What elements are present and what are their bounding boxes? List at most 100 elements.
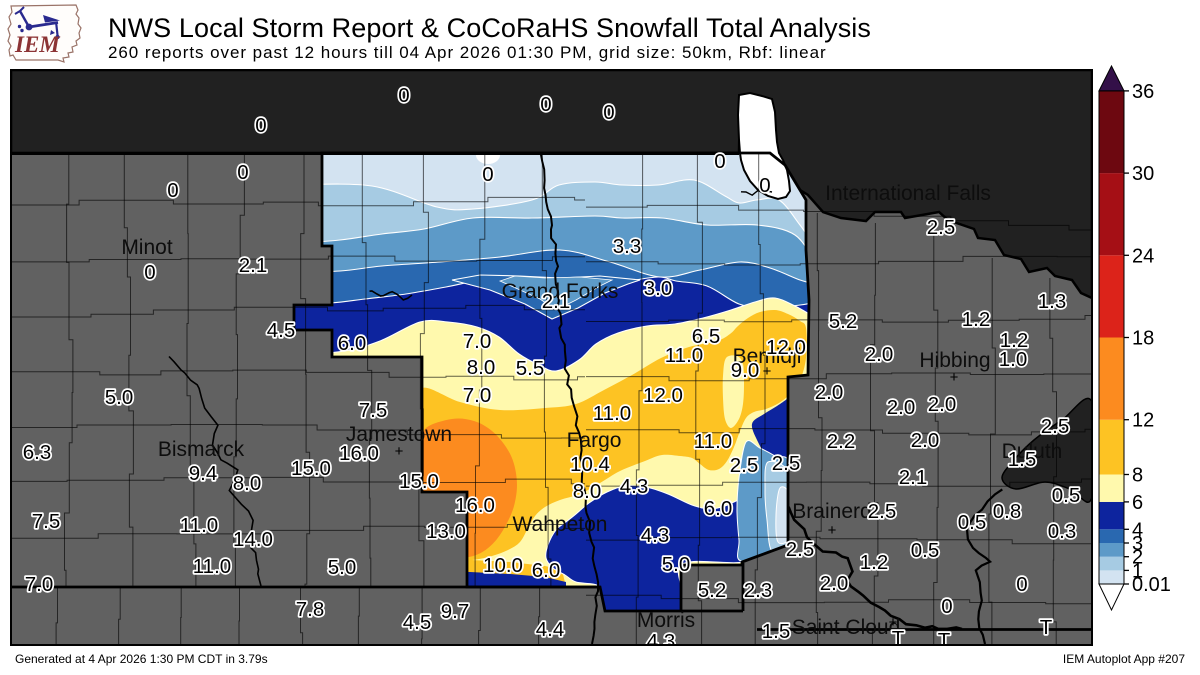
svg-text:9.4: 9.4 bbox=[189, 462, 218, 485]
svg-text:3.3: 3.3 bbox=[613, 235, 642, 258]
svg-text:Fargo: Fargo bbox=[567, 429, 622, 452]
svg-text:Hibbing: Hibbing bbox=[919, 349, 990, 372]
svg-text:2.5: 2.5 bbox=[868, 500, 897, 523]
svg-text:4: 4 bbox=[1132, 519, 1143, 541]
svg-text:Saint Cloud: Saint Cloud bbox=[792, 616, 901, 639]
svg-text:5.0: 5.0 bbox=[105, 386, 134, 409]
svg-text:5.2: 5.2 bbox=[829, 310, 858, 333]
svg-text:2.5: 2.5 bbox=[786, 538, 815, 561]
svg-text:4.3: 4.3 bbox=[641, 524, 670, 547]
svg-text:Wahpeton: Wahpeton bbox=[513, 513, 608, 536]
svg-text:14.0: 14.0 bbox=[233, 528, 273, 551]
svg-text:5.0: 5.0 bbox=[328, 556, 357, 579]
svg-text:+: + bbox=[763, 363, 772, 380]
svg-text:T: T bbox=[1040, 616, 1053, 639]
svg-text:2.5: 2.5 bbox=[927, 216, 956, 239]
svg-text:7.5: 7.5 bbox=[32, 510, 61, 533]
svg-text:4.4: 4.4 bbox=[536, 618, 565, 641]
svg-text:1: 1 bbox=[1132, 560, 1143, 582]
svg-text:5.0: 5.0 bbox=[662, 553, 691, 576]
svg-text:2.0: 2.0 bbox=[815, 381, 844, 404]
svg-text:0: 0 bbox=[255, 114, 266, 137]
svg-text:Generated at 4 Apr 2026 1:30 P: Generated at 4 Apr 2026 1:30 PM CDT in 3… bbox=[15, 652, 268, 666]
svg-text:Bismarck: Bismarck bbox=[158, 438, 245, 461]
svg-text:0.3: 0.3 bbox=[1048, 520, 1077, 543]
svg-text:2.3: 2.3 bbox=[744, 579, 773, 602]
svg-text:Grand Forks: Grand Forks bbox=[502, 280, 619, 303]
svg-text:11.0: 11.0 bbox=[694, 430, 732, 453]
svg-text:2.1: 2.1 bbox=[899, 466, 928, 489]
svg-text:15.0: 15.0 bbox=[291, 457, 331, 480]
svg-text:0: 0 bbox=[941, 595, 952, 618]
svg-text:6.0: 6.0 bbox=[338, 332, 367, 355]
svg-text:1.3: 1.3 bbox=[1038, 290, 1067, 313]
svg-text:1.0: 1.0 bbox=[999, 348, 1028, 371]
svg-text:260 reports over past 12 hours: 260 reports over past 12 hours till 04 A… bbox=[108, 43, 827, 62]
svg-text:8.0: 8.0 bbox=[573, 480, 602, 503]
svg-text:Brainerd: Brainerd bbox=[792, 500, 871, 523]
svg-text:4.5: 4.5 bbox=[267, 319, 296, 342]
svg-text:0: 0 bbox=[237, 161, 248, 184]
svg-text:7.8: 7.8 bbox=[296, 598, 325, 621]
svg-text:18: 18 bbox=[1132, 328, 1154, 350]
svg-text:5.2: 5.2 bbox=[698, 579, 727, 602]
svg-text:0.5: 0.5 bbox=[958, 511, 987, 534]
svg-text:2.5: 2.5 bbox=[1041, 415, 1070, 438]
svg-text:1.5: 1.5 bbox=[762, 620, 791, 643]
svg-text:0.01: 0.01 bbox=[1132, 574, 1171, 596]
svg-text:2.5: 2.5 bbox=[772, 452, 801, 475]
svg-text:4.3: 4.3 bbox=[647, 630, 676, 653]
svg-text:0: 0 bbox=[167, 179, 178, 202]
svg-text:7.0: 7.0 bbox=[25, 573, 54, 596]
svg-text:7.0: 7.0 bbox=[463, 384, 492, 407]
svg-text:1.5: 1.5 bbox=[1008, 448, 1037, 471]
svg-text:9.7: 9.7 bbox=[441, 600, 470, 623]
svg-text:11.0: 11.0 bbox=[593, 402, 631, 425]
svg-text:12.0: 12.0 bbox=[766, 336, 806, 359]
svg-text:6.3: 6.3 bbox=[23, 441, 52, 464]
svg-text:3.0: 3.0 bbox=[644, 277, 673, 300]
svg-text:6.0: 6.0 bbox=[704, 497, 733, 520]
svg-text:Jamestown: Jamestown bbox=[346, 423, 452, 446]
svg-text:36: 36 bbox=[1132, 81, 1154, 103]
svg-text:15.0: 15.0 bbox=[399, 470, 439, 493]
svg-text:IEM Autoplot App #207: IEM Autoplot App #207 bbox=[1063, 652, 1185, 666]
svg-text:T: T bbox=[938, 629, 951, 652]
svg-text:10.4: 10.4 bbox=[570, 453, 610, 476]
svg-text:8: 8 bbox=[1132, 465, 1143, 487]
svg-text:0.5: 0.5 bbox=[1052, 484, 1081, 507]
svg-text:0: 0 bbox=[603, 101, 614, 124]
svg-text:13.0: 13.0 bbox=[426, 520, 466, 543]
svg-text:1.2: 1.2 bbox=[860, 551, 889, 574]
svg-text:30: 30 bbox=[1132, 163, 1154, 185]
svg-text:16.0: 16.0 bbox=[339, 442, 379, 465]
svg-text:12: 12 bbox=[1132, 410, 1154, 432]
svg-text:24: 24 bbox=[1132, 245, 1154, 267]
svg-text:0: 0 bbox=[398, 84, 409, 107]
svg-text:Morris: Morris bbox=[637, 609, 695, 632]
svg-text:2.0: 2.0 bbox=[911, 429, 940, 452]
svg-text:2.0: 2.0 bbox=[820, 572, 849, 595]
svg-text:Duluth: Duluth bbox=[1002, 440, 1063, 463]
svg-text:4.3: 4.3 bbox=[620, 475, 649, 498]
svg-text:4.5: 4.5 bbox=[403, 611, 432, 634]
svg-text:T: T bbox=[892, 627, 905, 650]
svg-text:2.1: 2.1 bbox=[542, 290, 571, 313]
svg-text:2.2: 2.2 bbox=[827, 430, 856, 453]
svg-text:International Falls: International Falls bbox=[825, 182, 991, 205]
svg-text:6.0: 6.0 bbox=[532, 559, 561, 582]
svg-text:0: 0 bbox=[1016, 573, 1027, 596]
svg-text:1.2: 1.2 bbox=[1000, 329, 1029, 352]
svg-text:Bemidji: Bemidji bbox=[733, 345, 802, 368]
svg-text:5.5: 5.5 bbox=[516, 357, 545, 380]
svg-text:7.5: 7.5 bbox=[359, 399, 388, 422]
svg-text:2.0: 2.0 bbox=[865, 343, 894, 366]
svg-text:2: 2 bbox=[1132, 547, 1143, 569]
svg-text:0: 0 bbox=[759, 174, 770, 197]
svg-text:+: + bbox=[889, 614, 898, 631]
svg-text:+: + bbox=[395, 443, 404, 460]
svg-text:+: + bbox=[950, 369, 959, 386]
svg-text:0: 0 bbox=[714, 150, 725, 173]
svg-text:6.5: 6.5 bbox=[692, 325, 721, 348]
svg-text:6: 6 bbox=[1132, 492, 1143, 514]
